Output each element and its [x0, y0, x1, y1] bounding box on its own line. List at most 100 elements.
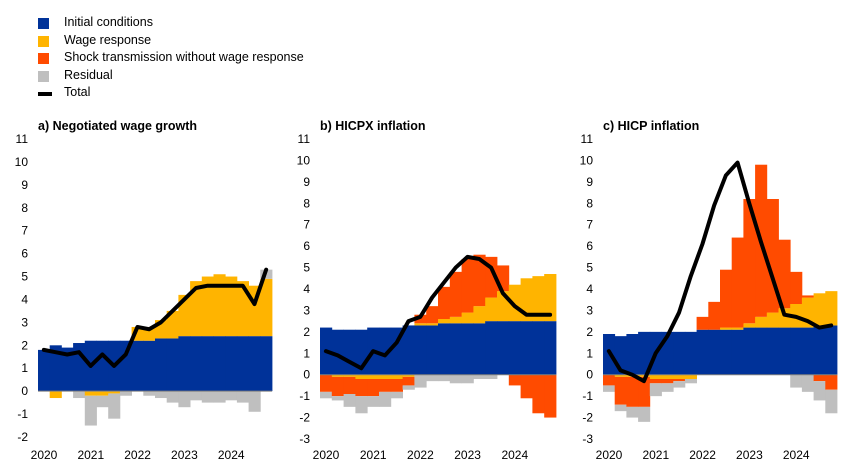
legend-label-total: Total	[64, 85, 91, 99]
bar-wage-response	[649, 374, 662, 379]
bar-residual	[603, 385, 616, 392]
bar-shock-transmission	[696, 316, 709, 330]
x-tick-label: 2021	[360, 448, 387, 462]
bar-initial-conditions	[402, 325, 415, 375]
y-tick-label: 2	[21, 338, 28, 352]
x-tick-label: 2022	[689, 448, 716, 462]
bar-wage-response	[673, 374, 686, 379]
bar-initial-conditions	[61, 347, 74, 392]
bar-residual	[638, 406, 651, 422]
bar-initial-conditions	[532, 321, 545, 375]
bar-wage-response	[438, 319, 451, 324]
bar-shock-transmission	[320, 374, 333, 392]
bar-shock-transmission	[414, 314, 427, 324]
x-tick-label: 2023	[454, 448, 481, 462]
bar-wage-response	[731, 327, 744, 330]
bar-wage-response	[614, 374, 627, 377]
bar-residual	[813, 381, 826, 401]
y-tick-label: 0	[586, 368, 593, 382]
bar-residual	[485, 374, 498, 379]
chart-panel-2: b) HICPX inflation -3 -2 -1 0 1 2 3 4 5 6 7 8 9 10 11 20…	[297, 119, 557, 462]
bar-wage-response	[473, 306, 486, 324]
bar-wage-response	[684, 374, 697, 379]
bar-residual	[355, 396, 368, 414]
y-tick-label: 5	[303, 261, 310, 275]
bar-initial-conditions	[485, 321, 498, 375]
bar-residual	[684, 379, 697, 384]
bar-initial-conditions	[778, 327, 791, 375]
bar-residual	[649, 383, 662, 397]
legend-item-total: Total	[38, 84, 304, 102]
y-tick-label: 9	[303, 175, 310, 189]
y-tick-label: 10	[15, 155, 29, 169]
bar-initial-conditions	[414, 325, 427, 375]
bar-wage-response	[213, 274, 226, 337]
bar-initial-conditions	[331, 329, 344, 375]
bar-wage-response	[225, 276, 238, 337]
bar-residual	[461, 374, 474, 384]
bar-residual	[402, 385, 415, 390]
bar-wage-response	[236, 281, 249, 337]
bar-wage-response	[379, 374, 392, 379]
y-tick-label: 1	[303, 346, 310, 360]
bar-wage-response	[778, 308, 791, 328]
bar-shock-transmission	[720, 269, 733, 328]
legend-label-residual: Residual	[64, 67, 113, 82]
bar-wage-response	[743, 323, 756, 328]
x-tick-label: 2024	[501, 448, 528, 462]
bar-residual	[119, 391, 132, 396]
bar-wage-response	[449, 316, 462, 324]
y-tick-label: -3	[582, 432, 593, 446]
bar-initial-conditions	[201, 336, 214, 392]
y-tick-label: 6	[21, 247, 28, 261]
bar-initial-conditions	[508, 321, 521, 375]
bar-shock-transmission	[708, 301, 721, 330]
bar-shock-transmission	[390, 379, 403, 392]
bar-initial-conditions	[801, 327, 814, 375]
y-tick-label: 10	[580, 153, 594, 167]
bar-initial-conditions	[790, 327, 803, 375]
bar-wage-response	[343, 374, 356, 377]
x-tick-label: 2023	[171, 448, 198, 462]
bar-residual	[438, 374, 451, 382]
y-tick-label: -2	[17, 430, 28, 444]
legend-line-total	[38, 92, 52, 96]
y-tick-label: 4	[21, 292, 28, 306]
bar-wage-response	[825, 291, 838, 326]
y-tick-label: 7	[586, 218, 593, 232]
y-tick-label: 3	[303, 303, 310, 317]
bar-wage-response	[331, 374, 344, 377]
bar-wage-response	[49, 391, 62, 399]
bar-initial-conditions	[626, 334, 639, 375]
bar-initial-conditions	[755, 327, 768, 375]
bar-shock-transmission	[355, 379, 368, 397]
y-tick-label: 8	[586, 196, 593, 210]
bar-initial-conditions	[438, 323, 451, 375]
bar-shock-transmission	[532, 374, 545, 414]
y-tick-label: 2	[586, 325, 593, 339]
bar-initial-conditions	[673, 331, 686, 375]
bar-residual	[84, 395, 97, 426]
bar-shock-transmission	[402, 376, 415, 386]
chart-panel-3: c) HICP inflation -3 -2 -1 0 1 2 3 4 5 6 7 8 9 10 11 202…	[580, 119, 838, 462]
bar-initial-conditions	[743, 327, 756, 375]
bar-residual	[248, 391, 261, 412]
bar-initial-conditions	[260, 336, 273, 392]
bar-initial-conditions	[449, 323, 462, 375]
bar-shock-transmission	[731, 237, 744, 328]
x-tick-label: 2023	[736, 448, 763, 462]
legend-item-residual: Residual	[38, 67, 304, 85]
chart-panel-1: a) Negotiated wage growth -2 -1 0 1 2 3 4 5 6 7 8 9 1…	[15, 119, 273, 462]
bar-initial-conditions	[766, 327, 779, 375]
bar-shock-transmission	[449, 271, 462, 317]
bar-shock-transmission	[520, 374, 533, 399]
y-tick-label: 2	[303, 325, 310, 339]
bar-wage-response	[755, 316, 768, 328]
bar-shock-transmission	[544, 374, 557, 418]
bar-initial-conditions	[49, 345, 62, 392]
chart-title: c) HICP inflation	[603, 119, 699, 133]
y-tick-label: 7	[21, 224, 28, 238]
legend-item-shock-transmission: Shock transmission without wage response	[38, 49, 304, 67]
total-line	[41, 267, 269, 368]
bar-wage-response	[96, 391, 109, 396]
